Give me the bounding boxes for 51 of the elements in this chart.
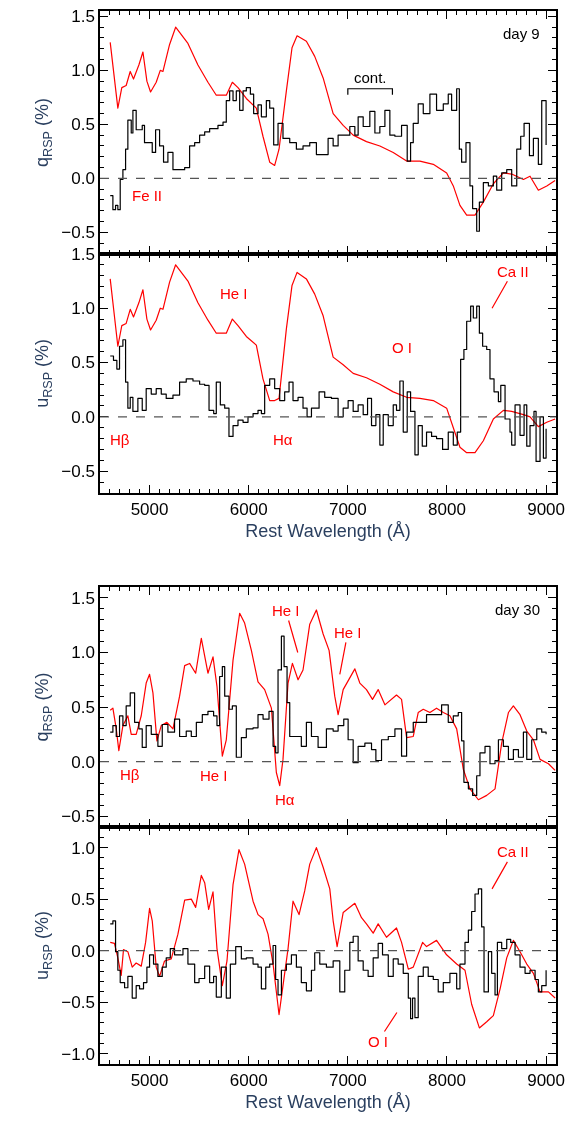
y-tick-label: 1.5 bbox=[71, 244, 95, 264]
annotation: He I bbox=[200, 767, 228, 784]
y-tick-label: −0.5 bbox=[61, 223, 95, 243]
x-axis-title: Rest Wavelength (Å) bbox=[245, 520, 411, 541]
y-tick-label: −0.5 bbox=[61, 462, 95, 482]
y-tick-label: 0.5 bbox=[71, 115, 95, 135]
annotation: Ca II bbox=[497, 843, 529, 860]
annotation: He I bbox=[334, 624, 362, 641]
y-tick-label: 1.0 bbox=[71, 838, 95, 858]
line-series bbox=[109, 26, 556, 216]
line-series bbox=[109, 847, 556, 1029]
annotation: Hβ bbox=[110, 431, 130, 448]
annotation: Ca II bbox=[497, 263, 529, 280]
y-tick-label: 0.0 bbox=[71, 169, 95, 189]
y-tick-label: 1.0 bbox=[71, 643, 95, 663]
annotation: day 9 bbox=[503, 25, 540, 42]
y-tick-label: −1.0 bbox=[61, 1044, 95, 1064]
annotation: day 30 bbox=[495, 601, 541, 618]
x-tick-label: 8000 bbox=[428, 500, 466, 520]
x-tick-label: 7000 bbox=[328, 500, 367, 520]
x-tick-label: 8000 bbox=[428, 1071, 466, 1091]
y-tick-label: 1.5 bbox=[71, 7, 95, 27]
y-tick-label: −0.5 bbox=[61, 993, 95, 1013]
x-tick-label: 5000 bbox=[130, 500, 169, 520]
annotation: O I bbox=[368, 1033, 389, 1050]
x-tick-label: 7000 bbox=[328, 1071, 367, 1091]
x-tick-label: 6000 bbox=[229, 500, 268, 520]
annotation: O I bbox=[392, 339, 413, 356]
y-tick-label: 0.5 bbox=[71, 353, 95, 373]
y-tick-label: 1.0 bbox=[71, 299, 95, 319]
y-tick-label: 0.0 bbox=[71, 407, 95, 427]
y-tick-label: 0.0 bbox=[71, 941, 95, 961]
x-tick-label: 9000 bbox=[527, 500, 565, 520]
y-tick-label: 0.5 bbox=[71, 890, 95, 910]
y-tick-label: 1.0 bbox=[71, 61, 95, 81]
x-tick-label: 9000 bbox=[527, 1071, 565, 1091]
x-tick-label: 6000 bbox=[229, 1071, 268, 1091]
x-tick-label: 5000 bbox=[130, 1071, 169, 1091]
y-tick-label: 0.5 bbox=[71, 698, 95, 717]
x-axis-title: Rest Wavelength (Å) bbox=[245, 1091, 411, 1112]
y-tick-label: −0.5 bbox=[61, 807, 95, 827]
annotation: Hβ bbox=[120, 766, 140, 783]
line-series bbox=[109, 264, 556, 454]
annotation: Hα bbox=[275, 791, 295, 808]
annotation: He I bbox=[220, 285, 248, 302]
annotation: Hα bbox=[273, 431, 293, 448]
annotation: He I bbox=[272, 602, 300, 619]
y-tick-label: 1.5 bbox=[71, 588, 95, 608]
annotation: Fe II bbox=[132, 187, 163, 204]
annotation: cont. bbox=[354, 69, 387, 86]
y-tick-label: 0.0 bbox=[71, 752, 95, 772]
